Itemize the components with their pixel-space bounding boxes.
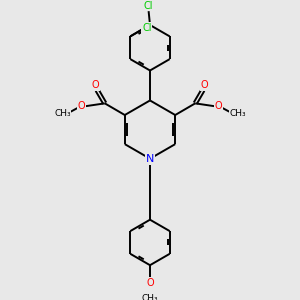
Text: O: O — [200, 80, 208, 90]
Text: O: O — [215, 101, 223, 111]
Text: O: O — [77, 101, 85, 111]
Text: O: O — [92, 80, 100, 90]
Text: Cl: Cl — [142, 23, 152, 33]
Text: CH₃: CH₃ — [142, 294, 158, 300]
Text: O: O — [146, 278, 154, 288]
Text: Cl: Cl — [144, 1, 153, 10]
Text: CH₃: CH₃ — [54, 109, 71, 118]
Text: N: N — [146, 154, 154, 164]
Text: CH₃: CH₃ — [229, 109, 246, 118]
